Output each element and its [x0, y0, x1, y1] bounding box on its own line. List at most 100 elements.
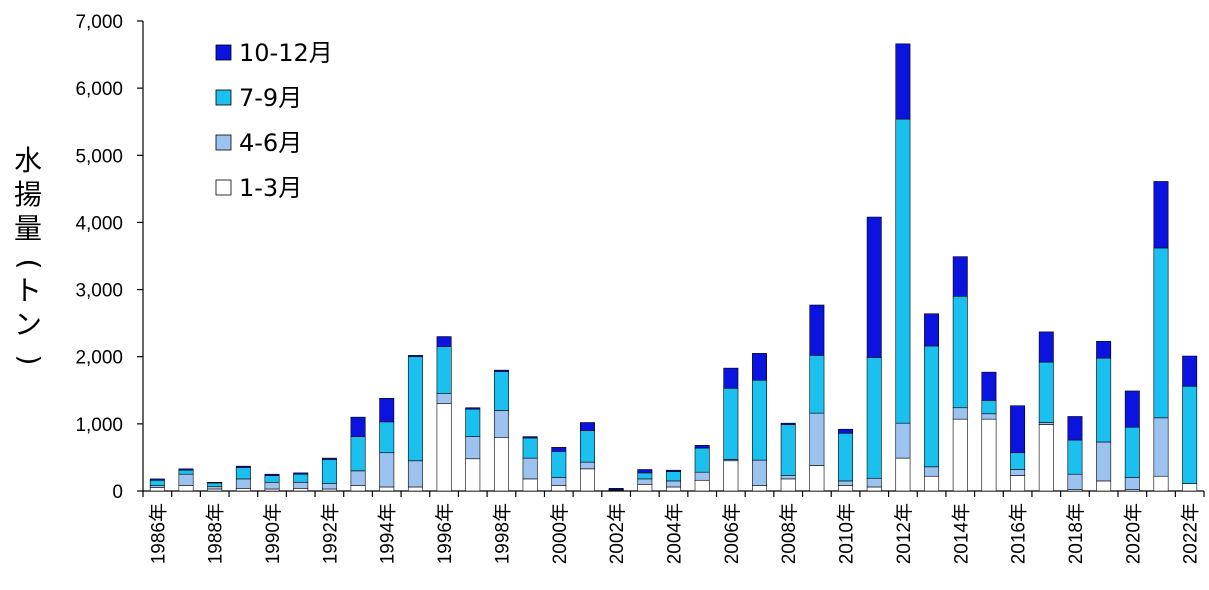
bar-segment [1124, 390, 1140, 428]
x-tick-label: 1988年 [205, 503, 227, 564]
x-tick-label: 2018年 [1065, 503, 1087, 564]
bar-segment [379, 398, 395, 423]
legend-swatch [215, 179, 232, 196]
y-tick-label: 2,000 [75, 348, 123, 369]
x-tick-label: 2010年 [836, 503, 858, 564]
bar-segment [350, 416, 366, 437]
bar-segment [436, 403, 452, 492]
bar-segment [1010, 405, 1026, 454]
bar-segment [895, 43, 911, 120]
bar-segment [666, 486, 681, 492]
bar-segment [235, 467, 251, 480]
bar-segment [809, 412, 825, 466]
bar-segment [1038, 424, 1054, 492]
bar-segment [866, 486, 882, 492]
bar-segment [321, 457, 337, 460]
bar-segment [981, 418, 997, 492]
bar-segment [694, 471, 710, 481]
y-tick-label: 5,000 [75, 146, 123, 167]
legend-swatch [215, 134, 232, 151]
bar-segment [551, 477, 567, 486]
x-tick-label: 1998年 [491, 503, 513, 564]
bar-segment [436, 393, 452, 405]
bar-segment [1153, 475, 1169, 492]
bar-segment [207, 481, 223, 484]
bar-segment [924, 345, 940, 468]
bar-segment [379, 421, 395, 454]
bar-segment [752, 379, 767, 461]
bar-segment [952, 256, 968, 297]
bar-segment [321, 488, 337, 492]
x-tick-label: 1992年 [319, 503, 341, 564]
bar-segment [809, 304, 825, 356]
bar-segment [694, 479, 710, 492]
bar-segment [924, 475, 940, 492]
bar-segment [350, 436, 366, 472]
bar-segment [866, 477, 882, 488]
bar-segment [293, 472, 309, 475]
bar-segment [465, 436, 481, 460]
bar-segment [694, 445, 710, 449]
bar-segment [580, 461, 595, 470]
bar-segment [1067, 416, 1083, 441]
x-tick-label: 1996年 [434, 503, 456, 564]
y-axis-label-char: ン [14, 308, 42, 341]
bar-segment [866, 216, 882, 358]
bar-segment [407, 460, 423, 488]
x-tick-label: 2020年 [1122, 503, 1144, 564]
bar-segment [780, 422, 796, 425]
bar-segment [752, 485, 767, 492]
y-tick-label: 7,000 [75, 12, 123, 33]
bar-segment [178, 468, 194, 471]
bar-segment [1038, 361, 1054, 423]
bar-segment [465, 408, 481, 437]
y-tick-label: 3,000 [75, 281, 123, 302]
bar-segment [436, 346, 452, 394]
x-tick-label: 2016年 [1008, 503, 1030, 564]
bar-segment [207, 482, 223, 487]
bar-segment [407, 355, 423, 358]
bar-segment [264, 475, 280, 483]
bar-segment [1096, 340, 1112, 359]
bar-segment [1096, 357, 1112, 443]
bar-segment [752, 459, 767, 486]
x-tick-label: 2014年 [950, 503, 972, 564]
bar-segment [780, 478, 796, 492]
bar-segment [694, 447, 710, 473]
legend-swatch [215, 44, 232, 61]
y-axis: 0 1,000 2,000 3,000 4,000 5,000 6,000 7,000 [75, 12, 144, 503]
bar-segment [838, 480, 854, 486]
bar-segment [235, 465, 251, 468]
x-tick-label: 2008年 [778, 503, 800, 564]
bar-segment [666, 480, 681, 488]
bar-segment [809, 355, 825, 414]
bar-segment [666, 471, 681, 482]
bar-segment [178, 473, 194, 486]
bar-segment [952, 295, 968, 409]
legend: 10-12月 7-9月 4-6月 1-3月 [215, 39, 333, 202]
bar-segment [1096, 480, 1112, 492]
bar-segment [580, 422, 595, 431]
legend-swatch [215, 89, 232, 106]
bar-segment [522, 457, 538, 480]
bar-segment [235, 488, 251, 492]
bar-segment [149, 479, 165, 486]
bar-segment [321, 483, 337, 490]
bar-segment [952, 407, 968, 420]
bar-segment [1038, 331, 1054, 363]
bar-segment [465, 458, 481, 492]
bar-segment [293, 473, 309, 483]
bar-segment [780, 424, 796, 476]
x-tick-label: 2006年 [721, 503, 743, 564]
bar-segment [350, 485, 366, 492]
bar-segment [379, 486, 395, 492]
bar-segment [1010, 469, 1026, 476]
bar-segment [379, 452, 395, 488]
bar-segment [465, 407, 481, 410]
y-axis-label-char: 量 [14, 212, 42, 245]
bar-segment [493, 371, 509, 411]
bar-segment [608, 488, 624, 490]
bar-segment [981, 400, 997, 415]
bar-segment [493, 436, 509, 492]
